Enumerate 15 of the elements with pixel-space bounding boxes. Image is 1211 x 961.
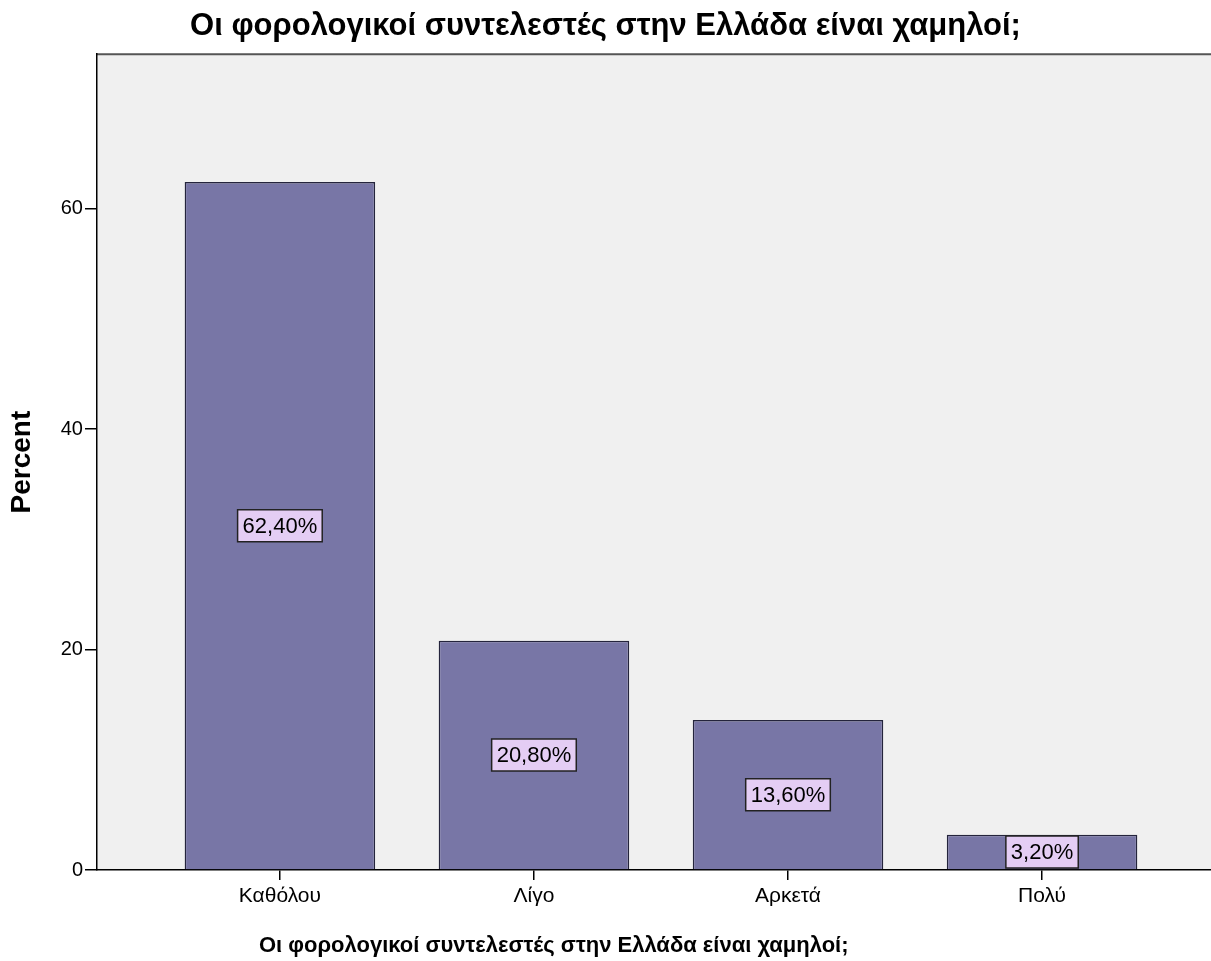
data-label: 62,40%	[242, 512, 318, 538]
x-tick-label: Πολύ	[1018, 883, 1067, 907]
data-label: 20,80%	[496, 742, 572, 768]
chart-title: Οι φορολογικοί συντελεστές στην Ελλάδα είναι χαμηλοί;	[190, 7, 1021, 43]
y-tick-label: 20	[60, 637, 83, 660]
y-tick-label: 40	[60, 416, 83, 439]
y-tick-label: 0	[71, 857, 83, 880]
y-tick-label: 60	[60, 196, 83, 219]
x-tick-label: Λίγο	[513, 883, 555, 907]
y-axis-title: Percent	[4, 410, 36, 514]
x-axis-title: Οι φορολογικοί συντελεστές στην Ελλάδα είναι χαμηλοί;	[258, 932, 849, 957]
data-label: 13,60%	[750, 781, 826, 807]
data-label: 3,20%	[1010, 839, 1074, 865]
x-tick-label: Καθόλου	[238, 883, 322, 907]
x-tick-label: Αρκετά	[755, 883, 821, 907]
